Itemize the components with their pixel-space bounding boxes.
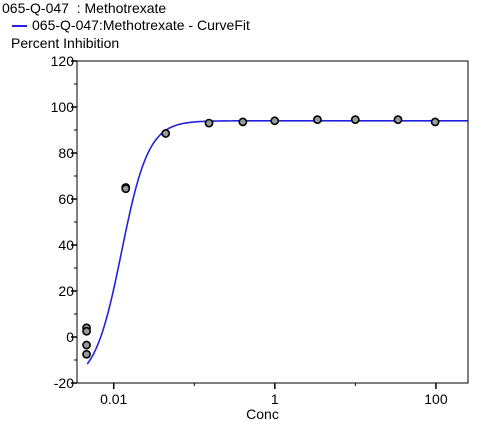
data-point — [430, 117, 440, 127]
fit-curve-line — [86, 120, 468, 365]
data-point — [204, 118, 214, 128]
legend-line-swatch — [12, 24, 27, 27]
y-tick-label: 40 — [58, 237, 74, 253]
data-point — [313, 115, 322, 125]
y-tick-label: -20 — [54, 375, 74, 391]
data-point — [121, 184, 131, 194]
y-tick-label: 120 — [51, 53, 75, 69]
legend-title: 065-Q-047 : Methotrexate — [2, 0, 250, 17]
data-point — [82, 349, 91, 359]
data-point — [82, 326, 91, 336]
y-tick-label: 100 — [51, 99, 75, 115]
x-tick-label: 1 — [271, 391, 279, 407]
y-tick-label: 20 — [58, 283, 74, 299]
data-point — [270, 116, 280, 126]
legend-label-curvefit: 065-Q-047:Methotrexate - CurveFit — [32, 17, 250, 33]
chart-title: 065-Q-047 : Methotrexate — [2, 0, 167, 16]
x-tick-label: 100 — [424, 391, 448, 407]
y-tick-label: 0 — [66, 329, 74, 345]
data-point — [238, 117, 248, 127]
data-point — [82, 340, 91, 350]
y-tick-label: 60 — [58, 191, 74, 207]
y-tick-label: 80 — [58, 145, 74, 161]
data-point — [393, 115, 403, 125]
x-tick-label: 0.01 — [100, 391, 127, 407]
data-point — [350, 115, 360, 125]
legend: 065-Q-047 : Methotrexate 065-Q-047:Metho… — [2, 0, 250, 34]
plot-area-frame — [76, 60, 469, 384]
x-axis-title: Conc — [246, 406, 279, 421]
legend-entry-curvefit: 065-Q-047:Methotrexate - CurveFit — [2, 17, 250, 34]
y-axis-title: Percent Inhibition — [11, 35, 120, 51]
data-point — [161, 129, 171, 138]
